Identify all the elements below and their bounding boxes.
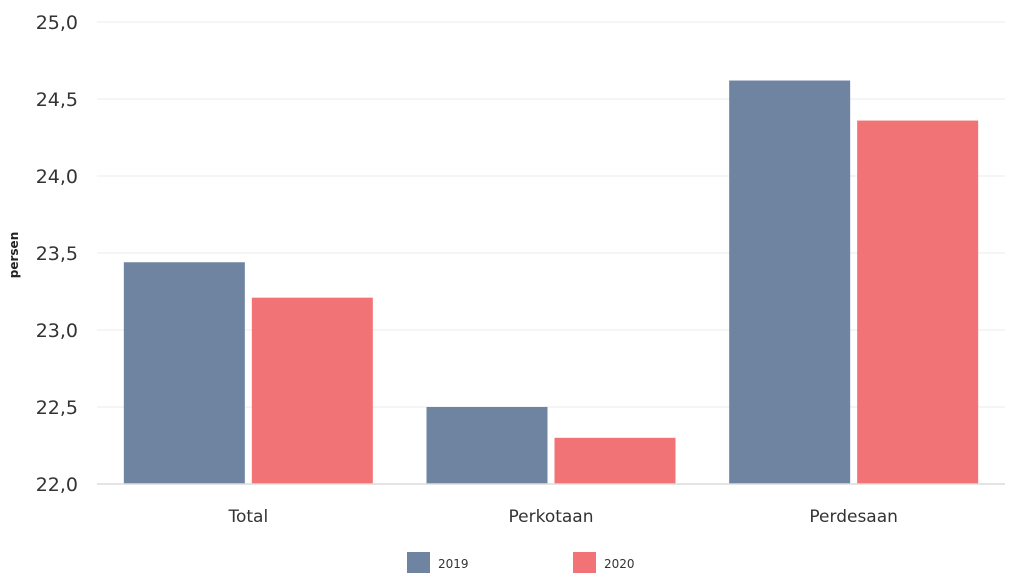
legend-swatch-2019: [407, 552, 430, 573]
x-tick-label: Perdesaan: [809, 507, 898, 527]
x-axis-categories: Total Perkotaan Perdesaan: [227, 507, 897, 527]
y-tick-label: 23,0: [36, 320, 78, 342]
gridlines: [97, 21, 1005, 408]
legend-swatch-2020: [573, 552, 596, 573]
bars: [123, 80, 979, 485]
y-tick-label: 24,0: [36, 166, 78, 188]
x-tick-label: Total: [227, 507, 268, 527]
bar-2019-perkotaan: [426, 407, 548, 484]
bar-2020-total: [251, 297, 373, 484]
y-tick-label: 25,0: [36, 12, 78, 34]
legend-label-2019: 2019: [438, 557, 469, 571]
bar-2020-perdesaan: [857, 120, 979, 484]
legend-label-2020: 2020: [604, 557, 635, 571]
y-tick-label: 24,5: [36, 89, 78, 111]
y-axis-ticks: 22,0 22,5 23,0 23,5 24,0 24,5 25,0: [36, 12, 78, 496]
y-tick-label: 22,0: [36, 474, 78, 496]
bar-2019-total: [123, 262, 245, 484]
y-tick-label: 23,5: [36, 243, 78, 265]
x-tick-label: Perkotaan: [508, 507, 593, 527]
bar-2019-perdesaan: [729, 80, 851, 485]
y-tick-label: 22,5: [36, 397, 78, 419]
legend: 2019 2020: [407, 552, 635, 573]
y-axis-label: persen: [7, 232, 21, 278]
bar-2020-perkotaan: [554, 437, 676, 484]
